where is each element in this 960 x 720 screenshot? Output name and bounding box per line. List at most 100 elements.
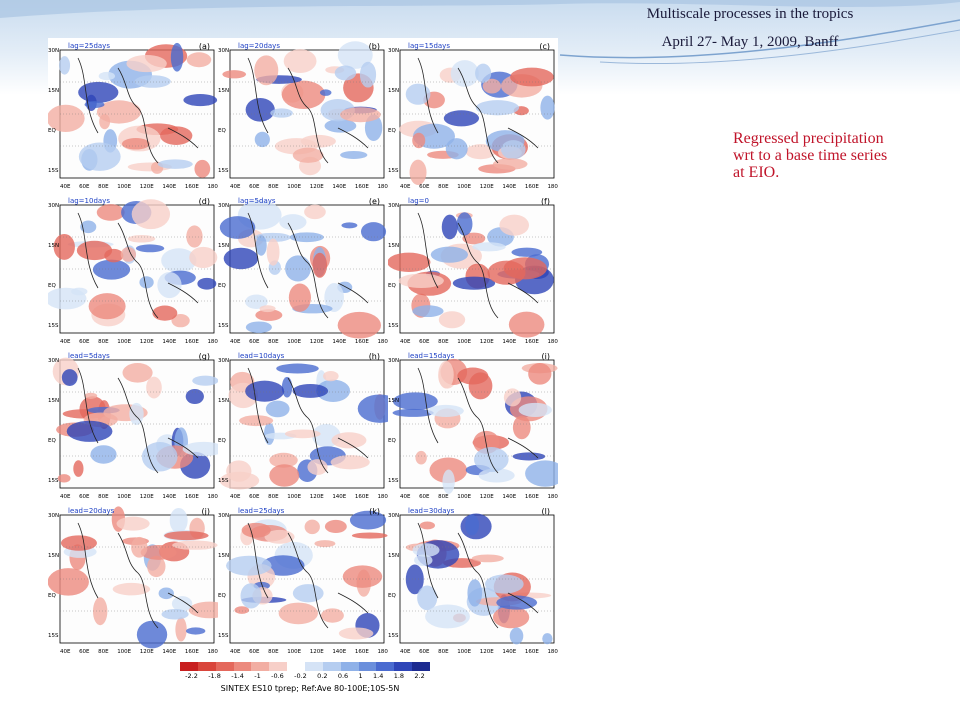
x-tick-label: 180 xyxy=(547,649,558,655)
y-tick-label: 30N xyxy=(218,48,230,54)
y-tick-label: 30N xyxy=(48,358,60,364)
regression-figure: lag=25days (a) 30N 15N EQ 15S 40E 60E 80E 100E 120… xyxy=(48,38,568,698)
y-tick-label: EQ xyxy=(218,593,226,599)
x-tick-label: 80E xyxy=(98,339,109,345)
x-tick-label: 140E xyxy=(162,184,177,190)
x-tick-label: 140E xyxy=(502,649,517,655)
lag-label: lag=10days xyxy=(68,197,110,205)
panel-letter: (i) xyxy=(541,352,550,361)
map-panel: lead=20days (j) 30N 15N EQ 15S 40E 60E 80E 100E 12… xyxy=(48,503,218,655)
x-tick-label: 100E xyxy=(117,339,132,345)
x-tick-label: 120E xyxy=(479,649,494,655)
x-tick-labels: 40E 60E 80E 100E 120E 140E 160E 180 xyxy=(230,649,388,655)
x-tick-label: 80E xyxy=(268,184,279,190)
y-tick-label: 15N xyxy=(218,243,230,249)
x-tick-labels: 40E 60E 80E 100E 120E 140E 160E 180 xyxy=(60,494,218,500)
panel-letter: (k) xyxy=(369,507,380,516)
y-tick-label: 30N xyxy=(388,358,400,364)
y-tick-label: 15S xyxy=(48,323,59,329)
x-tick-label: 120E xyxy=(479,494,494,500)
x-tick-label: 60E xyxy=(249,184,260,190)
x-tick-label: 80E xyxy=(268,649,279,655)
map-panel: lag=10days (d) 30N 15N EQ 15S 40E 60E 80E 100E 120… xyxy=(48,193,218,345)
panel-letter: (g) xyxy=(198,352,210,361)
x-tick-label: 120E xyxy=(479,184,494,190)
y-tick-label: 15S xyxy=(388,633,399,639)
y-tick-label: EQ xyxy=(218,128,226,134)
panel-letter: (a) xyxy=(198,42,210,51)
x-tick-label: 180 xyxy=(377,339,388,345)
colorbar-swatch xyxy=(340,662,359,671)
x-tick-label: 60E xyxy=(79,649,90,655)
x-tick-label: 180 xyxy=(547,184,558,190)
x-tick-label: 40E xyxy=(230,184,241,190)
header-title: Multiscale processes in the tropics xyxy=(646,6,854,22)
header-dates: April 27- May 1, 2009, Banff xyxy=(661,34,839,50)
x-tick-label: 40E xyxy=(60,494,71,500)
map-plot xyxy=(392,358,558,494)
x-tick-label: 60E xyxy=(419,649,430,655)
x-tick-label: 120E xyxy=(309,339,324,345)
x-tick-label: 100E xyxy=(117,494,132,500)
lag-label: lag=15days xyxy=(408,42,450,50)
x-tick-label: 160E xyxy=(354,494,369,500)
lag-label: lead=10days xyxy=(238,352,285,360)
x-tick-labels: 40E 60E 80E 100E 120E 140E 160E 180 xyxy=(400,184,558,190)
map-panel: lead=15days (i) 30N 15N EQ 15S 40E 60E 80E 100E 12… xyxy=(388,348,558,500)
colorbar-tick: -0.6 xyxy=(271,672,284,680)
y-tick-label: 15S xyxy=(388,323,399,329)
x-tick-label: 140E xyxy=(332,494,347,500)
x-tick-label: 40E xyxy=(400,494,411,500)
y-tick-label: 15N xyxy=(388,243,400,249)
colorbar-tick: 2.2 xyxy=(414,672,425,680)
map-panel: lead=5days (g) 30N 15N EQ 15S 40E 60E 80E 100E 120… xyxy=(48,348,218,500)
x-tick-label: 180 xyxy=(207,494,218,500)
map-panel: lag=5days (e) 30N 15N EQ 15S 40E 60E 80E 100E 120E… xyxy=(218,193,388,345)
x-tick-label: 40E xyxy=(230,494,241,500)
x-tick-label: 160E xyxy=(524,649,539,655)
x-tick-label: 160E xyxy=(524,184,539,190)
map-plot xyxy=(399,513,555,645)
y-tick-label: EQ xyxy=(48,283,56,289)
map-plot xyxy=(399,49,555,186)
colorbar-swatch xyxy=(215,662,234,671)
colorbar-swatch xyxy=(287,662,306,671)
colorbar-tick: -1 xyxy=(254,672,261,680)
colorbar-caption: SINTEX ES10 tprep; Ref:Ave 80-100E;10S-5… xyxy=(220,684,400,693)
x-tick-label: 40E xyxy=(400,339,411,345)
map-plot xyxy=(48,199,218,334)
colorbar-tick: -0.2 xyxy=(294,672,307,680)
y-tick-label: 30N xyxy=(48,203,60,209)
x-tick-label: 40E xyxy=(400,649,411,655)
x-tick-label: 60E xyxy=(419,494,430,500)
x-tick-label: 160E xyxy=(354,184,369,190)
y-tick-label: EQ xyxy=(48,438,56,444)
x-tick-label: 60E xyxy=(79,184,90,190)
y-tick-label: 30N xyxy=(388,203,400,209)
panel-letter: (e) xyxy=(368,197,380,206)
map-plot xyxy=(388,204,555,338)
x-tick-label: 120E xyxy=(309,494,324,500)
map-panel: lag=20days (b) 30N 15N EQ 15S 40E 60E 80E 100E 120… xyxy=(218,38,388,190)
x-tick-label: 100E xyxy=(457,184,472,190)
y-tick-label: 15S xyxy=(48,633,59,639)
colorbar-tick: 1.8 xyxy=(393,672,405,680)
y-tick-label: EQ xyxy=(388,128,396,134)
x-tick-labels: 40E 60E 80E 100E 120E 140E 160E 180 xyxy=(400,649,558,655)
y-tick-label: EQ xyxy=(388,283,396,289)
colorbar-tick: 1 xyxy=(358,672,363,680)
y-tick-label: EQ xyxy=(218,283,226,289)
lag-label: lag=5days xyxy=(238,197,276,205)
y-tick-label: 30N xyxy=(48,48,60,54)
y-tick-label: 15N xyxy=(218,553,230,559)
colorbar-tick: -1.4 xyxy=(231,672,244,680)
x-tick-label: 140E xyxy=(502,184,517,190)
map-panel: lag=15days (c) 30N 15N EQ 15S 40E 60E 80E 100E 120… xyxy=(388,38,558,190)
x-tick-label: 160E xyxy=(354,339,369,345)
y-tick-label: 15N xyxy=(218,398,230,404)
colorbar-ticks: -2.2 -1.8 -1.4 -1 -0.6 -0.2 0.2 0.6 1 1.4 1.8 2.2 xyxy=(180,672,430,680)
y-tick-label: EQ xyxy=(218,438,226,444)
x-tick-label: 160E xyxy=(184,649,199,655)
x-tick-label: 60E xyxy=(249,494,260,500)
x-tick-labels: 40E 60E 80E 100E 120E 140E 160E 180 xyxy=(400,494,558,500)
